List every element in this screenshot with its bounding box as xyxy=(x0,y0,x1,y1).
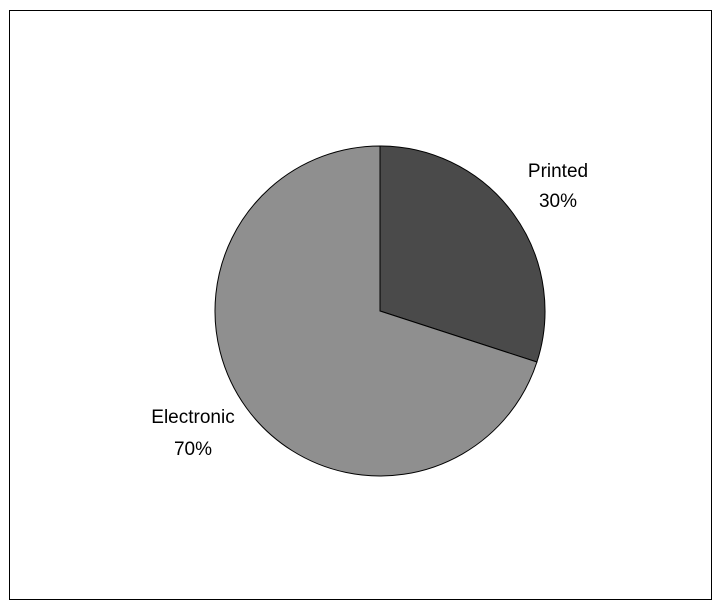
pie-slices xyxy=(214,145,546,477)
pie-slice-printed xyxy=(379,145,546,363)
label-electronic: Electronic 70% xyxy=(151,407,234,460)
label-electronic-name: Electronic xyxy=(151,407,234,428)
label-electronic-percent: 70% xyxy=(174,439,212,460)
label-printed: Printed 30% xyxy=(528,161,588,212)
label-printed-name: Printed xyxy=(528,161,588,182)
label-printed-percent: 30% xyxy=(539,191,577,212)
pie-slice-electronic xyxy=(214,145,538,477)
